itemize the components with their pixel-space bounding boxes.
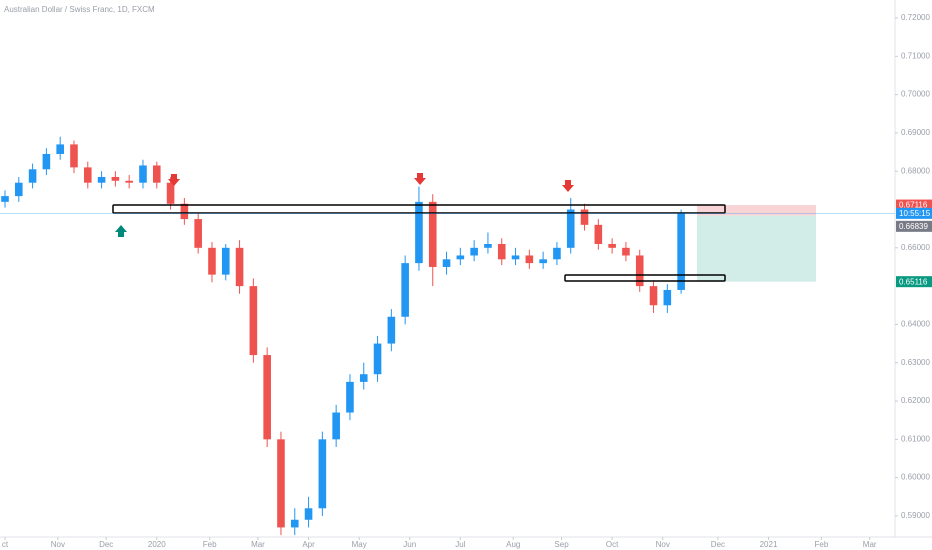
x-tick-label: Jul: [455, 540, 465, 549]
x-tick-label: Apr: [302, 540, 315, 549]
x-tick-label: Aug: [506, 540, 520, 549]
x-tick-label: 2020: [148, 540, 166, 549]
x-tick-label: Dec: [99, 540, 113, 549]
entry-tag: [896, 220, 932, 232]
candle-body: [373, 343, 382, 375]
x-tick-label: Nov: [656, 540, 670, 549]
candle-body: [139, 165, 147, 183]
candle-body: [221, 247, 230, 275]
countdown-tag: [896, 207, 932, 219]
candle-body: [580, 209, 589, 225]
candle-body: [125, 180, 133, 183]
candle-body: [166, 182, 175, 204]
candle-body: [663, 289, 672, 306]
candle-body: [1, 196, 9, 202]
y-tick-label: 0.61000: [901, 434, 930, 443]
candle-body: [566, 209, 575, 248]
candle-body: [428, 201, 437, 267]
candle-body: [511, 255, 520, 260]
candle-body: [484, 243, 492, 248]
x-tick-label: Mar: [251, 540, 265, 549]
candle-body: [277, 439, 285, 528]
chart-title: Australian Dollar / Swiss Franc, 1D, FXC…: [4, 5, 155, 14]
x-tick-label: Feb: [203, 540, 217, 549]
candle-body: [318, 439, 327, 509]
candle-body: [539, 259, 547, 264]
candle-body: [235, 247, 244, 287]
x-tick-label: Feb: [815, 540, 829, 549]
x-tick-label: Nov: [51, 540, 65, 549]
candle-body: [553, 247, 561, 260]
x-tick-label: Dec: [711, 540, 725, 549]
candle-body: [525, 255, 534, 264]
candle-body: [70, 144, 78, 168]
candle-body: [208, 247, 216, 275]
candle-body: [152, 165, 161, 183]
x-tick-label: Mar: [863, 540, 877, 549]
entry-tag-label: 0.66839: [899, 222, 928, 231]
y-tick-label: 0.71000: [901, 51, 930, 60]
up-arrow: [115, 225, 127, 237]
y-tick-label: 0.62000: [901, 396, 930, 405]
candle-body: [401, 263, 409, 317]
countdown-tag-label: 10:55:15: [899, 209, 931, 218]
candle-body: [14, 182, 23, 197]
y-tick-label: 0.69000: [901, 128, 930, 137]
candle-body: [42, 153, 51, 170]
candle-body: [635, 255, 644, 287]
x-tick-label: Jun: [403, 540, 416, 549]
down-arrow: [414, 173, 426, 185]
candle-body: [456, 255, 465, 260]
y-tick-label: 0.70000: [901, 90, 930, 99]
y-tick-label: 0.72000: [901, 13, 930, 22]
candle-body: [56, 144, 64, 154]
x-tick-label: 2021: [760, 540, 778, 549]
candle-body: [332, 412, 340, 440]
candle-body: [622, 247, 630, 256]
y-tick-label: 0.63000: [901, 358, 930, 367]
down-arrow: [562, 180, 574, 192]
x-tick-label: Sep: [554, 540, 569, 549]
target-tag: [896, 276, 932, 288]
x-tick-label: Oct: [606, 540, 619, 549]
x-tick-label: ct: [2, 540, 9, 549]
support-box: [564, 274, 726, 282]
candle-body: [346, 381, 354, 413]
y-tick-label: 0.60000: [901, 473, 930, 482]
candle-body: [28, 169, 37, 183]
stop-tag-label: 0.67116: [899, 201, 928, 210]
stop-zone: [697, 205, 816, 216]
candle-body: [677, 213, 685, 290]
candle-body: [649, 286, 658, 306]
down-arrow: [168, 174, 180, 186]
target-tag-label: 0.65116: [899, 277, 928, 286]
candle-body: [83, 167, 92, 183]
candle-body: [387, 316, 396, 344]
candle-body: [497, 243, 506, 260]
candle-body: [442, 259, 451, 267]
candle-body: [359, 374, 368, 382]
candle-body: [415, 201, 423, 264]
candle-body: [111, 176, 120, 181]
y-tick-label: 0.59000: [901, 511, 930, 520]
candle-body: [304, 508, 313, 520]
candle-body: [194, 219, 202, 248]
x-tick-label: May: [352, 540, 367, 549]
candle-body: [608, 243, 616, 248]
stop-tag: [896, 199, 932, 211]
candle-body: [180, 203, 189, 220]
candle-body: [249, 286, 258, 356]
resistance-box: [112, 204, 726, 214]
y-tick-label: 0.66000: [901, 243, 930, 252]
candle-body: [263, 355, 271, 440]
candle-body: [470, 247, 478, 256]
y-tick-label: 0.64000: [901, 320, 930, 329]
candle-body: [290, 519, 299, 528]
candle-body: [594, 224, 603, 244]
target-zone: [697, 215, 816, 282]
candle-body: [97, 176, 106, 183]
y-tick-label: 0.68000: [901, 166, 930, 175]
